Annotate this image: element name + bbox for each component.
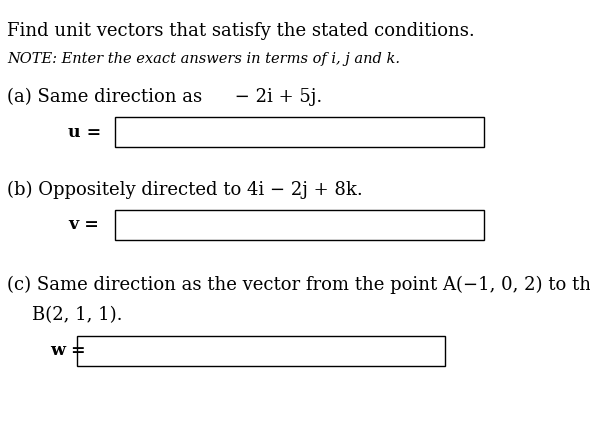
Text: (b) Oppositely directed to 4i − 2j + 8k.: (b) Oppositely directed to 4i − 2j + 8k. bbox=[7, 181, 363, 199]
Text: − 2i + 5j.: − 2i + 5j. bbox=[229, 88, 322, 106]
Text: (c) Same direction as the vector from the point A(−1, 0, 2) to the point: (c) Same direction as the vector from th… bbox=[7, 276, 590, 294]
Text: NOTE: Enter the exact answers in terms of i, j and k.: NOTE: Enter the exact answers in terms o… bbox=[7, 52, 400, 66]
Text: w =: w = bbox=[50, 342, 86, 359]
Text: B(2, 1, 1).: B(2, 1, 1). bbox=[32, 306, 123, 325]
Bar bbox=[115, 117, 484, 147]
Text: Find unit vectors that satisfy the stated conditions.: Find unit vectors that satisfy the state… bbox=[7, 22, 475, 40]
Bar bbox=[115, 210, 484, 240]
Text: (a) Same direction as: (a) Same direction as bbox=[7, 88, 202, 106]
Text: u =: u = bbox=[68, 124, 101, 141]
Text: v =: v = bbox=[68, 217, 99, 233]
Bar bbox=[77, 336, 445, 366]
